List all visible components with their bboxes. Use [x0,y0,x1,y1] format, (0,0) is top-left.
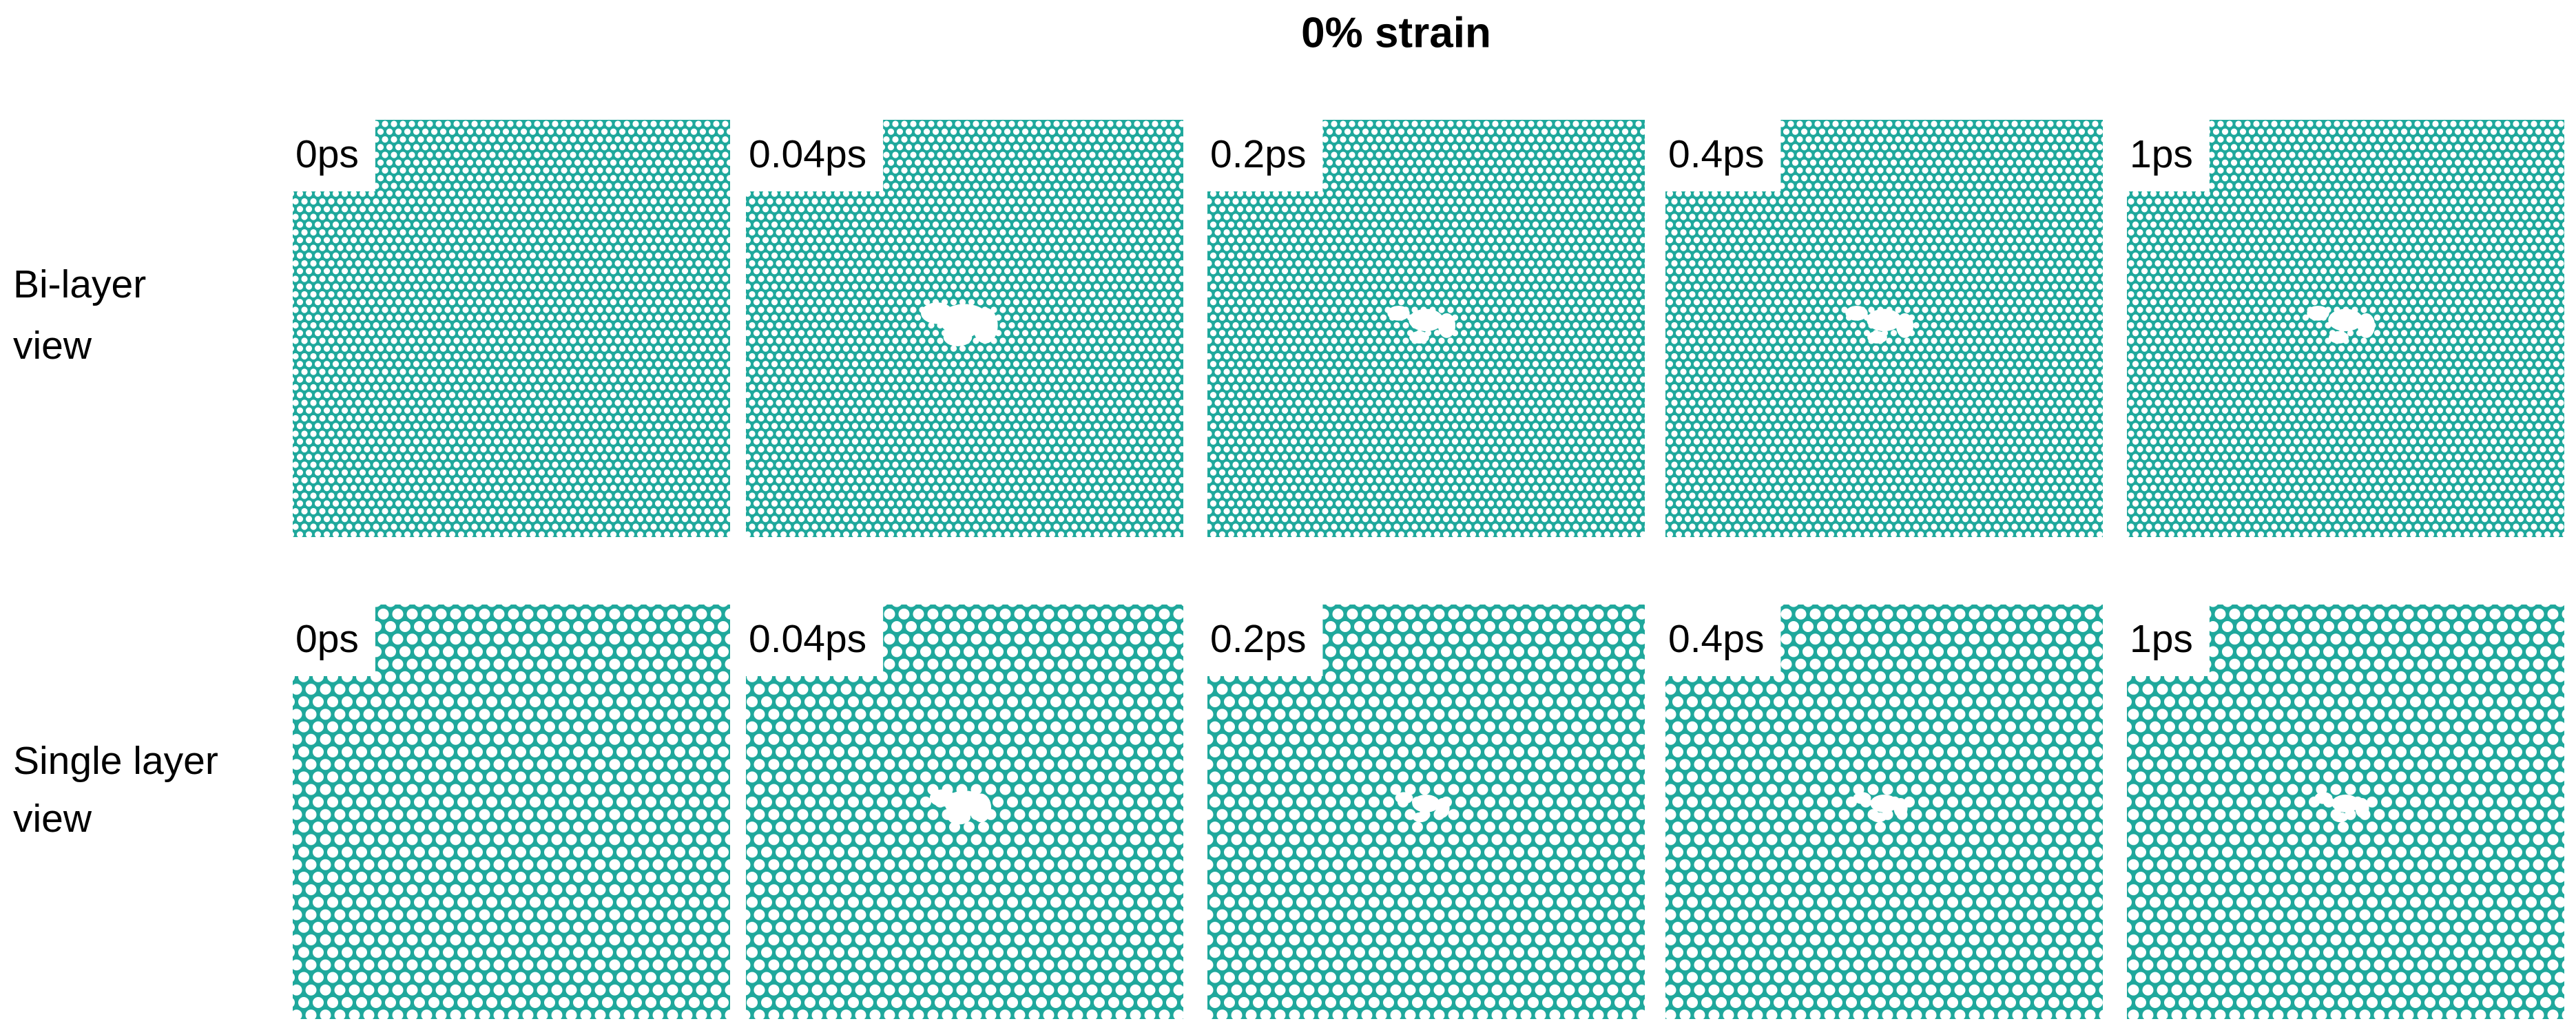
defect [1870,812,1887,823]
time-label: 1ps [2130,132,2193,176]
defect [943,328,973,346]
defect [921,302,953,324]
label-box [1664,602,1781,676]
defect [1895,313,1914,338]
time-label: 0.2ps [1210,617,1306,661]
defect [1395,792,1413,804]
defect [970,793,992,823]
row-label: view [13,324,92,368]
defect [1412,795,1440,812]
defect [1437,313,1456,338]
time-label: 0.2ps [1210,132,1306,176]
row-label: Bi-layer [13,262,146,306]
defect [1387,306,1410,321]
row-label: view [13,797,92,841]
defect [1409,331,1429,344]
defect [1412,812,1429,823]
defect [1867,308,1902,332]
defect [973,307,998,344]
label-box [2126,117,2210,191]
time-label: 0ps [295,617,359,661]
defect [947,810,971,825]
defect [1853,792,1871,804]
label-box [1206,117,1323,191]
defect [2314,792,2333,804]
defect [1409,308,1444,332]
time-label: 0.04ps [749,617,866,661]
time-label: 0.04ps [749,132,866,176]
label-box [745,117,884,191]
time-label: 1ps [2130,617,2193,661]
label-box [1664,117,1781,191]
defect [2328,308,2363,332]
defect [1435,797,1450,818]
row-label: Single layer [13,739,218,783]
figure-title: 0% strain [1301,9,1491,56]
defect [1870,795,1898,812]
defect [2307,306,2329,321]
defect [929,789,956,807]
defect [2355,797,2369,818]
time-label: 0ps [295,132,359,176]
defect [2331,795,2360,812]
defect [2331,812,2349,823]
time-label: 0.4ps [1668,617,1764,661]
label-box [291,117,375,191]
defect [1867,331,1887,344]
label-box [1206,602,1323,676]
defect [1893,797,1908,818]
time-label: 0.4ps [1668,132,1764,176]
label-box [2126,602,2210,676]
defect [1845,306,1868,321]
defect [2357,313,2376,338]
label-box [291,602,375,676]
defect [2329,331,2349,344]
label-box [745,602,884,676]
